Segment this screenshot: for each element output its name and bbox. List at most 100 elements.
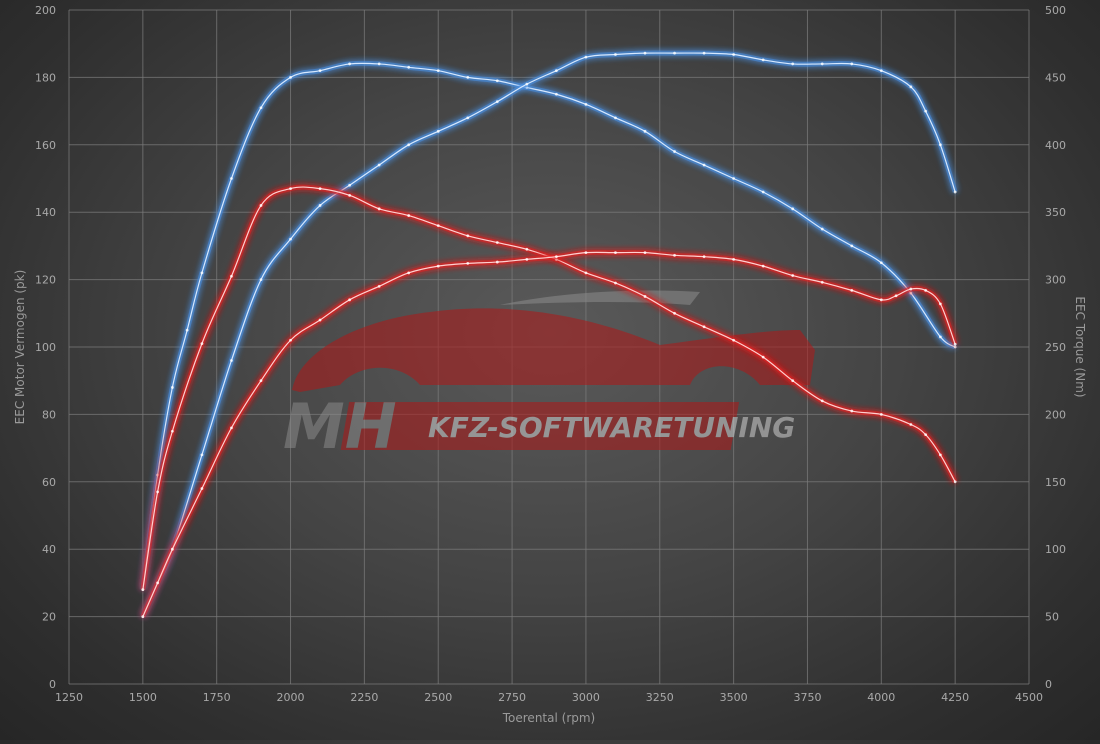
data-point: [436, 264, 440, 268]
data-point: [850, 409, 854, 413]
data-point: [407, 143, 411, 147]
data-point: [348, 183, 352, 187]
y-right-tick-label: 200: [1045, 408, 1066, 421]
data-point: [318, 187, 322, 191]
y-left-tick-label: 0: [49, 678, 56, 691]
data-point: [761, 264, 765, 268]
data-point: [761, 190, 765, 194]
data-point: [614, 281, 617, 285]
data-point: [879, 261, 883, 265]
y-left-tick-label: 120: [35, 274, 56, 287]
y-axis-left-title: EEC Motor Vermogen (pk): [13, 270, 27, 425]
data-point: [732, 177, 736, 180]
logo-car-silhouette: [292, 308, 815, 392]
data-point: [466, 262, 470, 265]
data-point: [643, 129, 647, 133]
data-point: [495, 100, 499, 104]
data-point: [909, 423, 913, 426]
x-tick-label: 4000: [867, 691, 895, 704]
data-point: [909, 287, 913, 291]
data-point: [318, 318, 322, 322]
y-right-tick-label: 0: [1045, 678, 1052, 691]
data-point: [584, 271, 588, 275]
x-axis-title: Toerental (rpm): [502, 711, 595, 725]
data-point: [673, 253, 676, 257]
y-right-tick-label: 100: [1045, 543, 1066, 556]
x-tick-label: 4500: [1015, 691, 1043, 704]
data-point: [791, 379, 795, 383]
data-point: [200, 342, 204, 346]
y-left-tick-label: 200: [35, 4, 56, 17]
data-point: [495, 241, 499, 244]
data-point: [466, 76, 470, 79]
data-point: [673, 311, 676, 315]
series-line: [142, 62, 956, 590]
data-point: [259, 379, 263, 383]
data-point: [850, 62, 854, 66]
x-tick-label: 3750: [793, 691, 821, 704]
data-point: [953, 480, 957, 484]
data-point: [702, 255, 706, 259]
y-left-tick-label: 20: [42, 611, 56, 624]
data-point: [732, 338, 736, 342]
data-point: [185, 328, 189, 332]
data-point: [377, 207, 381, 211]
data-point: [200, 453, 204, 457]
data-point: [141, 615, 145, 618]
x-tick-label: 2000: [277, 691, 305, 704]
data-point: [141, 588, 145, 592]
data-point: [259, 106, 263, 110]
data-point: [554, 255, 558, 259]
data-point: [938, 143, 942, 147]
data-point: [466, 234, 470, 238]
data-point: [200, 271, 204, 275]
x-tick-label: 3250: [646, 691, 674, 704]
series-line: [142, 186, 956, 590]
y-right-tick-label: 300: [1045, 274, 1066, 287]
data-point: [732, 257, 736, 261]
y-left-tick-label: 60: [42, 476, 56, 489]
tick-layer: 1250 1500 1750 2000 2250 2500 2750 3000 3250 3500…: [35, 4, 1066, 704]
y-right-tick-label: 150: [1045, 476, 1066, 489]
y-right-tick-label: 500: [1045, 4, 1066, 17]
data-point: [170, 429, 174, 433]
y-left-tick-label: 180: [35, 71, 56, 84]
x-tick-label: 2250: [350, 691, 378, 704]
data-point: [318, 204, 322, 207]
data-point: [643, 51, 647, 55]
data-point: [230, 274, 233, 278]
data-point: [791, 274, 795, 277]
x-tick-label: 2750: [498, 691, 526, 704]
data-point: [791, 62, 795, 66]
data-point: [820, 399, 824, 403]
data-point: [259, 204, 263, 207]
logo-swoosh: [500, 290, 700, 305]
y-left-tick-label: 100: [35, 341, 56, 354]
data-point: [348, 62, 352, 66]
data-point: [156, 473, 160, 477]
data-point: [894, 294, 898, 298]
data-point: [761, 355, 765, 359]
data-point: [348, 193, 352, 197]
data-point: [289, 76, 292, 79]
data-point: [554, 92, 558, 96]
data-point: [732, 53, 736, 56]
y-left-tick-label: 140: [35, 206, 56, 219]
data-point: [584, 251, 588, 255]
data-point: [673, 51, 676, 55]
data-point: [377, 284, 381, 288]
data-point: [554, 69, 558, 73]
data-point: [850, 288, 854, 292]
data-point: [820, 62, 824, 66]
x-tick-label: 1500: [129, 691, 157, 704]
data-point: [230, 359, 233, 362]
data-point: [495, 79, 499, 83]
data-point: [525, 82, 529, 86]
data-point: [407, 271, 411, 275]
data-point: [820, 227, 824, 231]
x-tick-label: 3000: [572, 691, 600, 704]
blue-series-left: [140, 60, 957, 592]
y-right-tick-label: 350: [1045, 206, 1066, 219]
